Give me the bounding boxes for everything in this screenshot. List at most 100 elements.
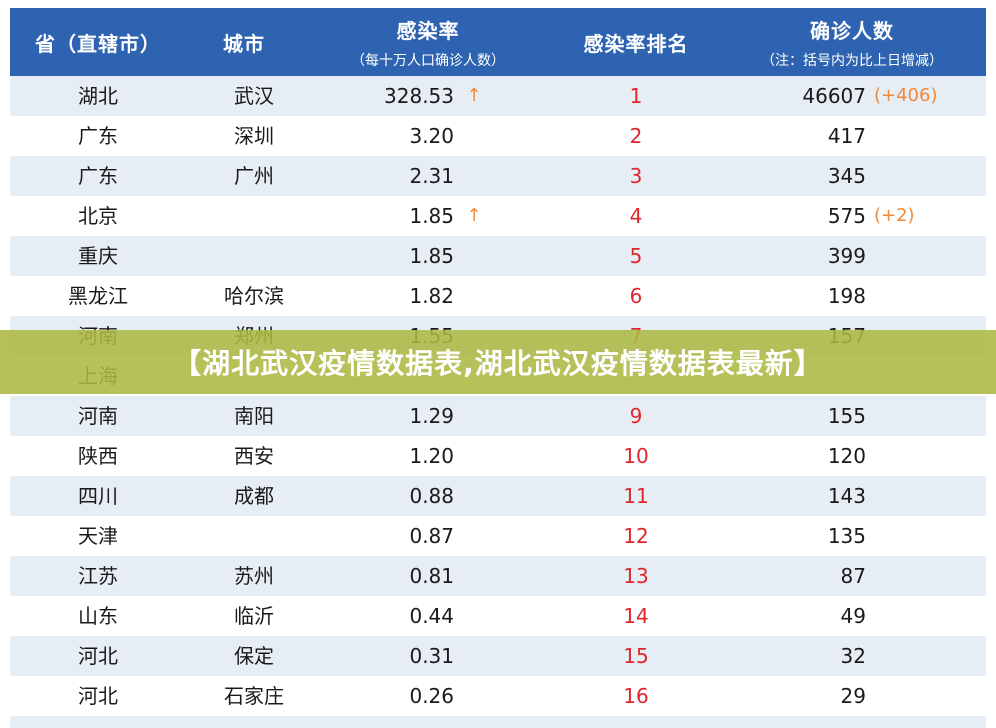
city-cell: 临沂: [234, 604, 274, 628]
rank-cell: 10: [623, 444, 649, 468]
up-arrow-icon: [466, 596, 482, 636]
confirmed-cell: 32: [840, 644, 866, 668]
confirmed-cell: 417: [827, 124, 866, 148]
rank-cell: 15: [623, 644, 649, 668]
up-arrow-icon: ↑: [466, 85, 482, 106]
rate-cell: 0.26: [409, 684, 454, 708]
rank-cell: 16: [623, 684, 649, 708]
province-cell: 山东: [78, 604, 118, 628]
province-cell: 北京: [78, 204, 118, 228]
confirmed-cell: 87: [840, 564, 866, 588]
rank-cell: 14: [623, 604, 649, 628]
city-cell: 苏州: [234, 564, 274, 588]
rate-cell: 3.20: [409, 124, 454, 148]
increase-cell: [874, 596, 964, 636]
increase-cell: [874, 236, 964, 276]
rank-cell: 3: [629, 164, 643, 188]
city-cell: 成都: [234, 484, 274, 508]
province-cell: 河北: [78, 644, 118, 668]
city-cell: [194, 516, 314, 556]
confirmed-cell: 135: [827, 524, 866, 548]
province-cell: 江苏: [78, 564, 118, 588]
up-arrow-icon: [466, 396, 482, 436]
header-province: 省（直辖市）: [10, 8, 186, 76]
increase-cell: [874, 156, 964, 196]
table-row: 广东 广州 2.31 3 345: [10, 156, 986, 196]
rate-cell: 0.88: [409, 484, 454, 508]
table-row: 江苏 苏州 0.81 13 87: [10, 556, 986, 596]
table-row: 湖北 武汉 328.53 ↑ 1 46607 (+406): [10, 76, 986, 116]
up-arrow-icon: [466, 156, 482, 196]
table-row: 广东 深圳 3.20 2 417: [10, 116, 986, 156]
banner-title: 【湖北武汉疫情数据表,湖北武汉疫情数据表最新】: [173, 347, 823, 380]
up-arrow-icon: ↑: [466, 205, 482, 226]
table-row: 黑龙江 哈尔滨 1.82 6 198: [10, 276, 986, 316]
rank-cell: 1: [629, 84, 643, 108]
confirmed-cell: 155: [827, 404, 866, 428]
province-cell: 河南: [78, 404, 118, 428]
increase-cell: [874, 276, 964, 316]
province-cell: 广东: [78, 124, 118, 148]
city-cell: [194, 196, 314, 236]
rate-cell: 1.20: [409, 444, 454, 468]
rate-cell: 1.85: [409, 204, 454, 228]
rank-cell: 4: [629, 204, 643, 228]
table-row: 河南 南阳 1.29 9 155: [10, 396, 986, 436]
rank-cell: 12: [623, 524, 649, 548]
province-cell: 陕西: [78, 444, 118, 468]
header-confirmed-sublabel: （注：括号内为比上日增减）: [761, 52, 943, 69]
up-arrow-icon: [466, 516, 482, 556]
table-row: 河北 保定 0.31 15 32: [10, 636, 986, 676]
province-cell: 湖北: [78, 84, 118, 108]
header-rank: 感染率排名: [554, 8, 718, 76]
city-cell: 石家庄: [224, 684, 284, 708]
increase-cell: [874, 396, 964, 436]
city-cell: [194, 236, 314, 276]
rate-cell: 0.87: [409, 524, 454, 548]
up-arrow-icon: [466, 676, 482, 716]
header-city-label: 城市: [223, 31, 265, 56]
confirmed-cell: 143: [827, 484, 866, 508]
table-row: 四川 成都 0.88 11 143: [10, 476, 986, 516]
confirmed-cell: 49: [840, 604, 866, 628]
province-cell: 重庆: [78, 244, 118, 268]
table-row: 重庆 1.85 5 399: [10, 236, 986, 276]
increase-cell: [874, 436, 964, 476]
confirmed-cell: 120: [827, 444, 866, 468]
table-row: 北京 1.85 ↑ 4 575 (+2): [10, 196, 986, 236]
city-cell: 南阳: [234, 404, 274, 428]
rate-cell: 1.29: [409, 404, 454, 428]
province-cell: 广东: [78, 164, 118, 188]
confirmed-cell: 198: [827, 284, 866, 308]
rate-cell: 0.31: [409, 644, 454, 668]
rate-cell: 328.53: [384, 84, 454, 108]
table-row: 天津 0.87 12 135: [10, 516, 986, 556]
confirmed-cell: 575: [827, 204, 866, 228]
table-header: 省（直辖市） 城市 感染率 （每十万人口确诊人数） 感染率排名 确诊人数 （注：…: [10, 8, 986, 76]
header-rate-label: 感染率: [396, 18, 460, 43]
province-cell: 河北: [78, 684, 118, 708]
header-confirmed-label: 确诊人数: [810, 18, 894, 43]
header-rate: 感染率 （每十万人口确诊人数）: [302, 8, 554, 76]
rate-cell: 0.81: [409, 564, 454, 588]
increase-cell: [874, 636, 964, 676]
city-cell: 保定: [234, 644, 274, 668]
rate-cell: 1.82: [409, 284, 454, 308]
province-cell: 四川: [78, 484, 118, 508]
table-row: 河北 石家庄 0.26 16 29: [10, 676, 986, 716]
province-cell: 天津: [78, 524, 118, 548]
increase-cell: [874, 516, 964, 556]
city-cell: 武汉: [234, 84, 274, 108]
rank-cell: 13: [623, 564, 649, 588]
table-footer-strip: [10, 716, 986, 728]
up-arrow-icon: [466, 476, 482, 516]
header-rate-sublabel: （每十万人口确诊人数）: [351, 52, 505, 69]
confirmed-cell: 46607: [802, 84, 866, 108]
rate-cell: 1.85: [409, 244, 454, 268]
city-cell: 广州: [234, 164, 274, 188]
rate-cell: 2.31: [409, 164, 454, 188]
increase-cell: [874, 556, 964, 596]
province-cell: 黑龙江: [68, 284, 128, 308]
rank-cell: 2: [629, 124, 643, 148]
